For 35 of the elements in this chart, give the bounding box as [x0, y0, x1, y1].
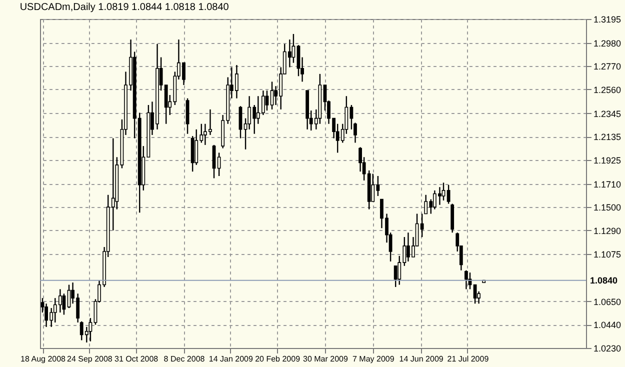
- candlestick: [186, 98, 190, 134]
- x-tick-label: 8 Dec 2008: [164, 354, 206, 364]
- y-tick-label: 1.2770: [594, 62, 622, 72]
- y-tick-label: 1.2135: [594, 132, 622, 142]
- x-tick-label: 14 Jun 2009: [399, 354, 444, 364]
- candlestick: [217, 152, 221, 177]
- x-tick-label: 21 Jul 2009: [447, 354, 490, 364]
- x-tick-label: 20 Feb 2009: [255, 354, 301, 364]
- x-tick-label: 24 Sep 2008: [66, 354, 113, 364]
- candlestick: [88, 317, 92, 342]
- y-tick-label: 1.0650: [594, 296, 622, 307]
- y-tick-label: 1.2980: [594, 38, 622, 48]
- x-tick-label: 14 Jan 2009: [208, 354, 254, 364]
- y-tick-label: 1.0440: [594, 320, 622, 330]
- candlestick: [464, 270, 468, 290]
- x-tick-label: 31 Oct 2008: [114, 354, 159, 364]
- x-tick-label: 30 Mar 2009: [303, 354, 348, 364]
- y-tick-label: 1.1500: [594, 202, 622, 213]
- candlestick: [446, 184, 450, 204]
- ref-line-label: 1.0840: [590, 275, 618, 286]
- y-tick-label: 1.3195: [594, 14, 622, 24]
- y-tick-label: 1.1925: [594, 155, 622, 166]
- x-tick-label: 7 May 2009: [352, 354, 395, 364]
- y-tick-label: 1.1290: [594, 226, 622, 236]
- y-tick-label: 1.1075: [594, 250, 622, 260]
- y-tick-label: 1.1710: [594, 179, 622, 190]
- candlestick: [265, 90, 269, 112]
- candlestick: [442, 182, 446, 202]
- candlestick: [394, 265, 398, 288]
- y-tick-label: 1.2560: [594, 84, 622, 95]
- x-tick-label: 18 Aug 2008: [20, 354, 66, 364]
- y-tick-label: 1.2345: [594, 108, 622, 119]
- chart-title: USDCADm,Daily 1.0819 1.0844 1.0818 1.0840: [20, 2, 230, 13]
- y-tick-label: 1.0230: [594, 344, 622, 354]
- candlestick: [270, 81, 274, 110]
